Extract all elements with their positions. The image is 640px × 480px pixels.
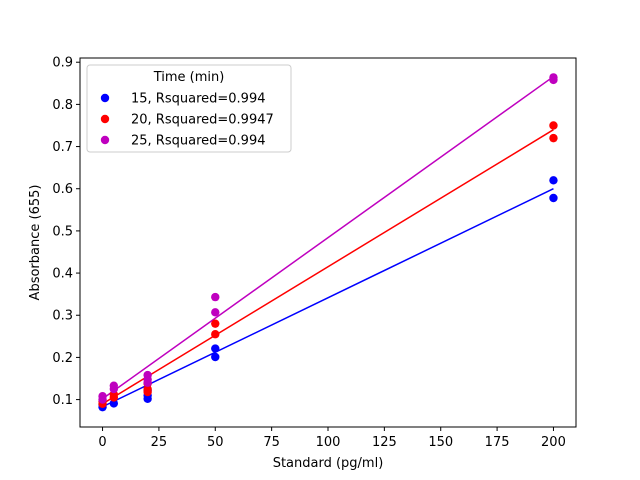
x-axis-label: Standard (pg/ml) [273, 456, 384, 471]
legend-title: Time (min) [153, 70, 225, 85]
x-tick-label: 100 [316, 435, 341, 450]
data-point [211, 330, 220, 339]
legend-entry-label: 25, Rsquared=0.994 [131, 134, 266, 149]
fit-line [102, 75, 554, 400]
y-tick-label: 0.4 [52, 267, 73, 282]
data-point [109, 381, 119, 390]
y-axis: 0.1 0.2 0.3 0.4 0.5 0.6 0.7 0.8 0.9 [52, 56, 80, 408]
y-tick-label: 0.8 [52, 98, 73, 113]
y-tick-label: 0.3 [52, 309, 73, 324]
y-tick-label: 0.1 [52, 393, 73, 408]
data-point [211, 292, 220, 302]
fit-line [102, 188, 554, 408]
legend-marker [100, 135, 110, 145]
y-tick-label: 0.6 [52, 182, 73, 197]
legend: Time (min) 15, Rsquared=0.994 20, Rsquare… [86, 64, 292, 153]
data-point [211, 344, 220, 353]
data-point [98, 392, 107, 401]
x-axis: 0 25 50 75 100 125 150 175 200 [98, 427, 566, 450]
data-point [211, 352, 220, 362]
data-points [98, 73, 558, 412]
x-tick-label: 75 [263, 435, 280, 450]
x-tick-label: 150 [428, 435, 453, 450]
x-tick-label: 200 [541, 435, 566, 450]
data-point [549, 193, 558, 203]
data-point [549, 176, 558, 185]
y-tick-label: 0.2 [52, 351, 73, 366]
fit-lines [102, 75, 554, 408]
legend-entries: 15, Rsquared=0.994 20, Rsquared=0.9947 25,… [100, 92, 274, 149]
y-tick-label: 0.9 [52, 56, 73, 71]
data-point [211, 319, 220, 328]
data-point [211, 308, 220, 317]
data-point [549, 73, 558, 82]
y-tick-label: 0.7 [52, 140, 73, 155]
x-tick-label: 175 [485, 435, 510, 450]
x-tick-label: 125 [372, 435, 397, 450]
data-point [549, 121, 558, 130]
data-point [109, 399, 119, 408]
x-tick-label: 50 [207, 435, 224, 450]
legend-marker [100, 114, 110, 124]
legend-box [86, 64, 292, 153]
fit-line [102, 129, 554, 405]
legend-entry-label: 20, Rsquared=0.9947 [131, 113, 274, 128]
x-tick-label: 0 [98, 435, 106, 450]
y-tick-label: 0.5 [52, 224, 73, 239]
legend-entry-label: 15, Rsquared=0.994 [131, 92, 266, 107]
legend-marker [100, 93, 110, 103]
y-axis-label: Absorbance (655) [28, 185, 43, 301]
x-tick-label: 25 [151, 435, 168, 450]
data-point [143, 370, 152, 380]
data-point [549, 133, 558, 143]
